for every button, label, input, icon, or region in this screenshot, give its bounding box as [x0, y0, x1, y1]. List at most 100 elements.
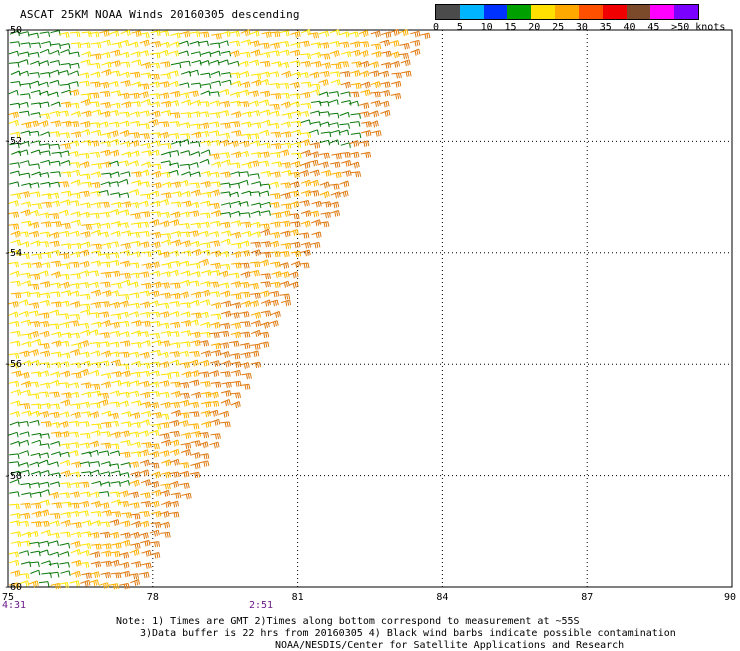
- wind-barb: [129, 111, 140, 118]
- wind-barb: [139, 133, 150, 140]
- wind-barb: [180, 341, 191, 348]
- wind-barb: [38, 459, 49, 466]
- wind-barb: [141, 251, 152, 258]
- wind-barb: [140, 401, 151, 409]
- wind-barb: [60, 222, 71, 230]
- wind-barb: [368, 110, 379, 118]
- wind-barb: [110, 511, 122, 518]
- wind-barb: [358, 30, 369, 38]
- wind-barb: [58, 273, 70, 280]
- wind-barb: [49, 49, 60, 56]
- wind-barb: [78, 510, 89, 517]
- wind-barb: [221, 360, 232, 368]
- wind-barb: [159, 41, 170, 48]
- wind-barb: [68, 420, 80, 427]
- wind-barb: [250, 312, 261, 319]
- wind-barb: [99, 531, 111, 539]
- wind-barb: [278, 262, 290, 269]
- wind-barb: [300, 132, 312, 138]
- wind-barb: [90, 301, 101, 309]
- wind-barb: [281, 112, 292, 119]
- wind-barb: [131, 171, 142, 178]
- wind-barb: [58, 313, 70, 320]
- wind-barb: [61, 501, 72, 508]
- wind-barb: [189, 370, 200, 378]
- wind-barb: [238, 150, 249, 157]
- wind-barb: [381, 50, 392, 58]
- wind-barb: [109, 270, 121, 277]
- wind-barb: [229, 40, 240, 47]
- wind-barb: [219, 264, 231, 270]
- wind-barb: [200, 170, 211, 177]
- wind-barb: [139, 290, 150, 297]
- wind-barb: [108, 260, 120, 266]
- wind-barb: [259, 129, 270, 136]
- wind-barb: [169, 351, 180, 358]
- wind-barb: [280, 182, 291, 189]
- wind-barb: [260, 142, 271, 149]
- wind-barb: [289, 181, 300, 188]
- wind-barb: [108, 110, 119, 117]
- wind-barb: [201, 83, 212, 89]
- wind-barb: [289, 101, 300, 108]
- wind-barb: [189, 240, 200, 248]
- wind-barb: [371, 51, 382, 58]
- wind-barb: [250, 49, 261, 57]
- wind-barb: [219, 152, 230, 159]
- wind-barb: [59, 31, 70, 38]
- wind-barb: [88, 92, 100, 99]
- wind-barb: [299, 262, 310, 269]
- wind-barb: [68, 140, 80, 147]
- wind-barb: [49, 481, 61, 487]
- wind-barb: [111, 42, 122, 49]
- wind-barb: [48, 213, 60, 220]
- wind-barb: [128, 390, 140, 397]
- wind-barb: [38, 120, 49, 128]
- wind-barb: [209, 441, 220, 449]
- wind-barb: [290, 129, 302, 136]
- wind-barb: [280, 131, 292, 138]
- wind-barb: [200, 321, 211, 329]
- wind-barb: [120, 381, 131, 388]
- wind-barb: [9, 250, 20, 256]
- wind-barb: [78, 340, 89, 348]
- wind-barb: [198, 432, 210, 439]
- wind-barb: [199, 158, 210, 165]
- wind-barb: [29, 482, 40, 488]
- wind-barb: [48, 461, 59, 467]
- wind-barb: [169, 112, 181, 119]
- wind-barb: [59, 322, 70, 329]
- wind-barb: [29, 420, 40, 426]
- wind-barb: [9, 181, 20, 187]
- wind-barb: [259, 151, 270, 158]
- wind-barb: [40, 262, 51, 269]
- wind-barb: [169, 260, 181, 267]
- wind-barb: [150, 200, 161, 207]
- wind-barb: [100, 161, 112, 168]
- wind-barb: [340, 51, 351, 58]
- wind-barb: [330, 191, 341, 199]
- wind-barb: [199, 299, 211, 306]
- wind-barb: [180, 330, 191, 337]
- wind-barb: [279, 280, 290, 288]
- wind-barb: [319, 121, 330, 128]
- wind-barb: [300, 103, 312, 109]
- wind-barb: [160, 471, 171, 479]
- wind-barb: [198, 340, 209, 347]
- wind-barb: [140, 72, 152, 79]
- wind-barb: [250, 320, 261, 328]
- wind-barb: [169, 342, 181, 349]
- wind-barb: [70, 192, 81, 199]
- wind-barb: [19, 512, 31, 520]
- wind-barb: [39, 489, 50, 495]
- wind-barb: [30, 149, 41, 156]
- color-scale-label: 30: [575, 22, 588, 33]
- wind-barb: [99, 201, 110, 208]
- wind-barb: [119, 430, 130, 438]
- wind-barb: [139, 301, 151, 309]
- wind-barb: [220, 159, 231, 166]
- wind-barb: [139, 520, 150, 528]
- wind-barb: [60, 63, 72, 69]
- wind-barb: [70, 42, 82, 49]
- wind-barb: [358, 102, 370, 110]
